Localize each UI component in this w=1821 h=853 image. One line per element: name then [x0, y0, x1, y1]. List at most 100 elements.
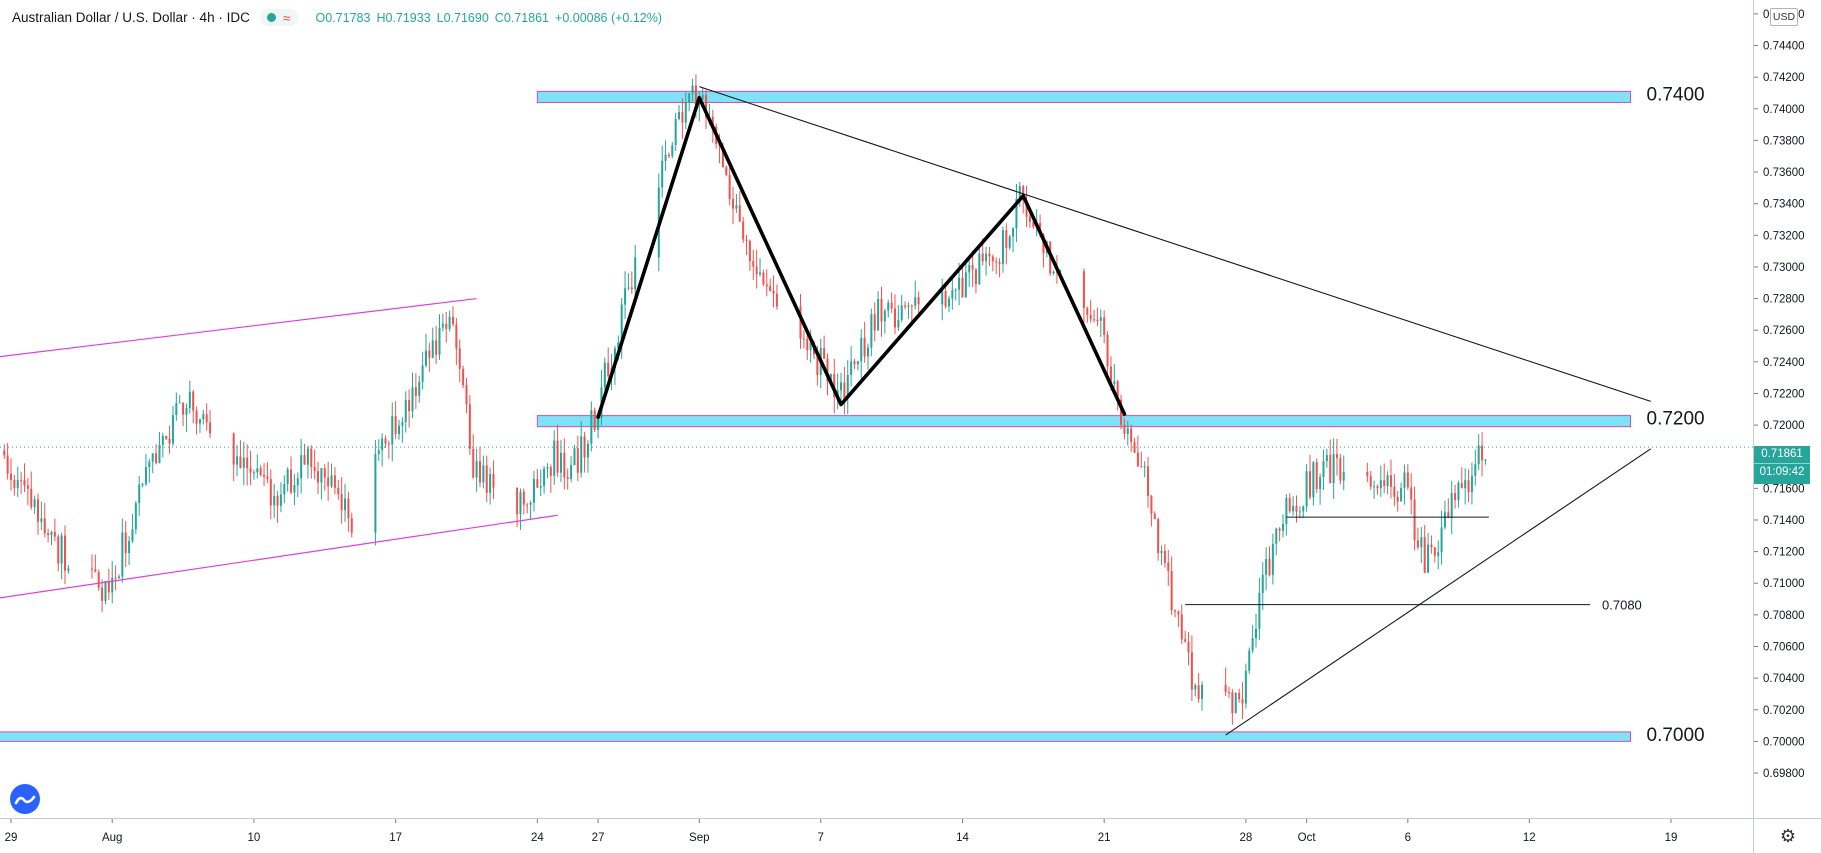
candle-body-up [570, 465, 573, 479]
candle-body-down [549, 467, 552, 476]
candle-body-down [465, 385, 468, 405]
price-tick-label: 0.72600 [1763, 325, 1805, 337]
candle-body-up [306, 448, 309, 465]
candle-body-down [1433, 547, 1436, 556]
candle-body-down [428, 350, 431, 358]
candle-body-down [168, 438, 171, 444]
candle-body-down [536, 479, 539, 488]
candle-body-up [941, 291, 944, 305]
candle-body-down [205, 414, 208, 423]
time-tick-label: 6 [1405, 832, 1411, 844]
candle-body-up [978, 253, 981, 285]
candle-body-up [1201, 684, 1204, 699]
currency-badge[interactable]: USD [1770, 8, 1798, 26]
candle-body-up [138, 484, 141, 504]
candle-body-down [522, 491, 525, 505]
candle-body-down [317, 470, 320, 483]
candle-body-down [1130, 428, 1133, 443]
candle-body-up [1477, 445, 1480, 465]
candle-body-down [114, 577, 117, 579]
plot-pane[interactable]: 0.7400 0.7200 0.7000 0.7080 Australian Doll… [0, 0, 1753, 818]
candle-body-down [826, 358, 829, 382]
candle-body-down [728, 175, 731, 200]
candle-body-down [182, 402, 185, 415]
drawing-labels: 0.7400 0.7200 0.7000 0.7080 [1602, 84, 1705, 746]
zone-label: 0.7400 [1647, 84, 1705, 105]
candle-body-down [435, 340, 438, 355]
candle-body-down [732, 199, 735, 209]
zone-label: 0.7000 [1647, 725, 1705, 746]
ohlc-low: L0.71690 [436, 10, 489, 25]
symbol-legend: Australian Dollar / U.S. Dollar · 4h · I… [12, 9, 668, 26]
candle-body-down [1335, 454, 1338, 459]
candle-body-down [1032, 221, 1035, 227]
time-tick-label: 21 [1098, 832, 1111, 844]
settings-gear-icon[interactable]: ⚙ [1753, 818, 1821, 853]
candle-body-down [833, 374, 836, 398]
candle-body-down [1163, 550, 1166, 563]
candle-body-down [239, 456, 242, 468]
candle-body-down [1393, 486, 1396, 497]
candle-body-down [323, 468, 326, 478]
candle-body-down [408, 399, 411, 412]
candle-body-up [1292, 506, 1295, 512]
candle-body-down [1238, 692, 1241, 700]
candle-body-up [1322, 461, 1325, 478]
candle-body-down [1089, 314, 1092, 320]
candle-body-down [492, 474, 495, 488]
candle-body-down [893, 308, 896, 328]
market-status-pill[interactable]: ≈ [259, 9, 298, 26]
candle-body-down [1460, 482, 1463, 489]
price-axis[interactable]: 0.746000.744000.742000.740000.738000.736… [1753, 0, 1821, 818]
candle-body-down [1082, 271, 1085, 308]
candle-body-up [1254, 628, 1258, 639]
candle-body-down [347, 498, 350, 519]
candle-body-down [1410, 487, 1413, 500]
symbol-title[interactable]: Australian Dollar / U.S. Dollar · 4h · I… [12, 10, 250, 25]
candle-body-down [1389, 475, 1392, 487]
candle-body-up [391, 416, 394, 445]
candle-body-down [904, 305, 907, 307]
candle-body-down [478, 461, 481, 483]
candle-body-down [30, 488, 33, 508]
candle-body-down [556, 440, 559, 473]
candle-body-down [752, 261, 755, 267]
candle-body-down [981, 253, 984, 262]
candle-body-up [1298, 511, 1301, 513]
candle-body-up [1008, 236, 1011, 248]
candle-body-up [202, 414, 205, 420]
candle-body-down [1416, 540, 1419, 548]
candle-body-down [563, 452, 566, 478]
price-chart[interactable]: 0.7400 0.7200 0.7000 0.7080 [0, 0, 1753, 818]
candle-body-down [1116, 381, 1119, 400]
candle-body-down [863, 337, 866, 357]
candle-body-up [1427, 544, 1430, 573]
candle-body-down [991, 256, 994, 262]
candle-body-up [1285, 498, 1288, 524]
candle-body-down [90, 568, 93, 570]
candle-body-down [566, 477, 569, 479]
candle-body-up [1160, 550, 1163, 554]
candle-body-down [53, 531, 56, 537]
candle-body-down [455, 324, 458, 349]
candle-body-down [880, 298, 883, 322]
time-axis[interactable]: 29 Aug 10 17 24 27 Sep 7 14 21 28 Oct 6 12 19 [0, 818, 1753, 853]
candle-body-down [43, 518, 46, 534]
candle-body-down [232, 433, 235, 465]
candle-body-down [394, 416, 397, 435]
candle-body-down [327, 477, 330, 487]
candle-body-up [829, 374, 832, 382]
candle-body-down [1157, 519, 1160, 554]
candle-body-down [263, 474, 266, 477]
price-tick-label: 0.70600 [1763, 642, 1805, 654]
candle-body-up [1251, 638, 1254, 651]
channel-line [0, 514, 558, 599]
candle-body-up [16, 479, 19, 489]
candle-body-up [344, 498, 347, 511]
candle-body-down [755, 266, 758, 275]
candle-body-up [620, 304, 623, 343]
price-tick-label: 0.73800 [1763, 135, 1805, 147]
tradingview-logo-icon[interactable] [10, 784, 40, 814]
candle-body-down [6, 455, 9, 474]
candle-body-up [674, 118, 677, 146]
